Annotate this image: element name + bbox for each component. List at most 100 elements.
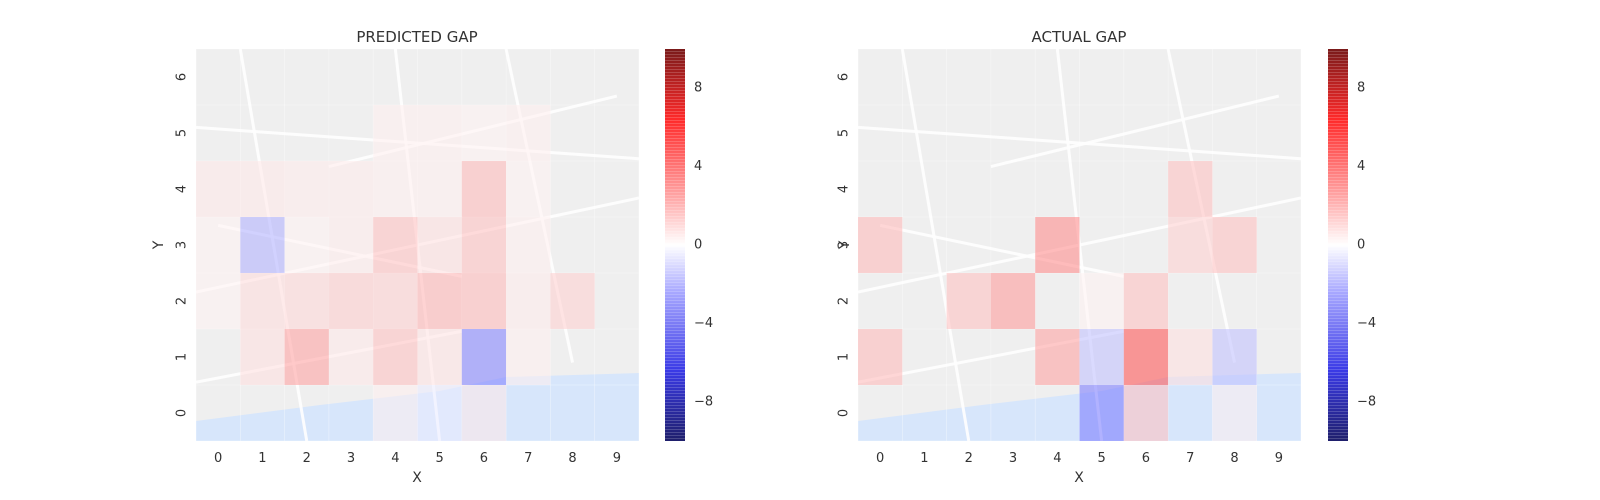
heatmap-cell — [1212, 329, 1257, 385]
heatmap-cell — [417, 385, 462, 441]
heatmap-cell — [328, 161, 374, 217]
x-tick-label: 8 — [1230, 451, 1238, 466]
x-tick-label: 7 — [1186, 451, 1194, 466]
x-tick-label: 6 — [480, 451, 488, 466]
x-tick-label: 5 — [436, 451, 444, 466]
heatmap-cell — [1168, 161, 1213, 217]
heatmap-cell — [506, 329, 551, 385]
heatmap-cell — [284, 217, 329, 273]
y-axis-label: Y — [151, 240, 167, 250]
map-road — [879, 223, 1125, 278]
colorbar-tick-label: −8 — [694, 394, 713, 409]
heatmap-cell — [417, 273, 462, 329]
x-tick-label: 9 — [613, 451, 621, 466]
y-tick-label: 2 — [837, 297, 852, 305]
colorbar-tick-label: 8 — [694, 81, 702, 96]
heatmap-cell — [1168, 329, 1213, 385]
chart-title: ACTUAL GAP — [1032, 28, 1127, 46]
heatmap-cell — [240, 329, 285, 385]
y-tick-label: 5 — [837, 129, 852, 137]
heatmap-cells — [858, 161, 1257, 441]
heatmap-cell — [417, 329, 462, 385]
colorbar-tick-label: −4 — [1357, 316, 1376, 331]
colorbar-tick-label: −8 — [1357, 394, 1376, 409]
y-tick-label: 0 — [175, 409, 190, 417]
heatmap-cell — [284, 161, 329, 217]
colorbar: 8 4 0 −4 −8 — [665, 49, 713, 441]
heatmap-cell — [240, 161, 285, 217]
heatmap-cell — [1123, 329, 1169, 385]
heatmap-cell — [328, 273, 374, 329]
colorbar-stripes — [665, 49, 685, 441]
heatmap-cell — [1123, 273, 1169, 329]
y-tick-label: 0 — [837, 409, 852, 417]
y-axis-label: Y — [837, 240, 853, 250]
heatmap-cell — [1079, 273, 1124, 329]
colorbar-tick-label: 0 — [1357, 238, 1365, 253]
heatmap-cell — [373, 105, 418, 161]
colorbar-tick-label: 8 — [1357, 81, 1365, 96]
x-tick-label: 7 — [524, 451, 532, 466]
heatmap-cell — [550, 273, 595, 329]
colorbar-tick-label: 4 — [694, 159, 702, 174]
heatmap-cell — [373, 385, 418, 441]
heatmap-cell — [858, 217, 903, 273]
heatmap-cell — [328, 329, 374, 385]
heatmap-cell — [196, 161, 241, 217]
heatmap-cell — [417, 161, 462, 217]
x-tick-label: 9 — [1275, 451, 1283, 466]
heatmap-cell — [1168, 217, 1213, 273]
heatmap-cell — [1035, 217, 1080, 273]
colorbar: 8 4 0 −4 −8 — [1328, 49, 1376, 441]
y-tick-label: 3 — [837, 241, 852, 249]
colorbar-tick-label: 4 — [1357, 159, 1365, 174]
heatmap-cell — [417, 217, 462, 273]
x-tick-label: 0 — [876, 451, 884, 466]
plot-area: 0 1 2 3 4 5 6 7 8 9 0 1 2 3 4 5 6 — [175, 48, 640, 466]
y-tick-label: 4 — [837, 185, 852, 193]
heatmap-cell — [506, 161, 551, 217]
x-tick-label: 3 — [1009, 451, 1017, 466]
chart-title: PREDICTED GAP — [356, 28, 477, 46]
x-axis-label: X — [412, 470, 422, 486]
heatmap-cell — [461, 273, 507, 329]
colorbar-tick-label: −4 — [694, 316, 713, 331]
x-tick-label: 2 — [965, 451, 973, 466]
map-road — [990, 94, 1280, 169]
x-tick-label: 3 — [347, 451, 355, 466]
heatmap-cell — [1035, 329, 1080, 385]
heatmap-cell — [506, 273, 551, 329]
y-tick-label: 2 — [175, 297, 190, 305]
heatmap-cell — [328, 217, 374, 273]
y-tick-labels: 0 1 2 3 4 5 6 — [175, 73, 190, 417]
y-tick-label: 1 — [837, 353, 852, 361]
y-tick-label: 6 — [837, 73, 852, 81]
heatmap-cell — [506, 105, 551, 161]
heatmap-cell — [461, 385, 507, 441]
x-tick-label: 4 — [391, 451, 399, 466]
heatmap-cell — [1212, 385, 1257, 441]
heatmap-cell — [1079, 329, 1124, 385]
colorbar-stripes — [1328, 49, 1348, 441]
heatmap-cell — [417, 105, 462, 161]
x-tick-label: 0 — [214, 451, 222, 466]
heatmap-cell — [373, 161, 418, 217]
plot-area: 0 1 2 3 4 5 6 7 8 9 0 1 2 3 4 5 6 — [837, 48, 1302, 466]
heatmap-cell — [858, 329, 903, 385]
heatmap-cell — [1123, 385, 1169, 441]
heatmap-cell — [284, 329, 329, 385]
x-tick-label: 4 — [1053, 451, 1061, 466]
y-tick-label: 3 — [175, 241, 190, 249]
x-tick-label: 8 — [568, 451, 576, 466]
heatmap-cell — [461, 217, 507, 273]
actual-gap-panel: ACTUAL GAP 0 1 2 3 4 5 6 7 8 9 0 1 2 3 4 5 6 X Y 8 4 0 −4 −… — [837, 28, 1377, 486]
heatmap-cells — [196, 105, 595, 441]
x-tick-label: 5 — [1098, 451, 1106, 466]
y-tick-label: 5 — [175, 129, 190, 137]
heatmap-cell — [946, 273, 991, 329]
x-axis-label: X — [1074, 470, 1084, 486]
y-tick-label: 4 — [175, 185, 190, 193]
heatmap-cell — [284, 273, 329, 329]
heatmap-cell — [461, 105, 507, 161]
